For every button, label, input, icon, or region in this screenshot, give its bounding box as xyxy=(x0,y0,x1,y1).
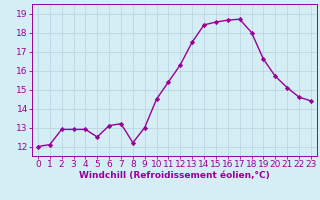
X-axis label: Windchill (Refroidissement éolien,°C): Windchill (Refroidissement éolien,°C) xyxy=(79,171,270,180)
